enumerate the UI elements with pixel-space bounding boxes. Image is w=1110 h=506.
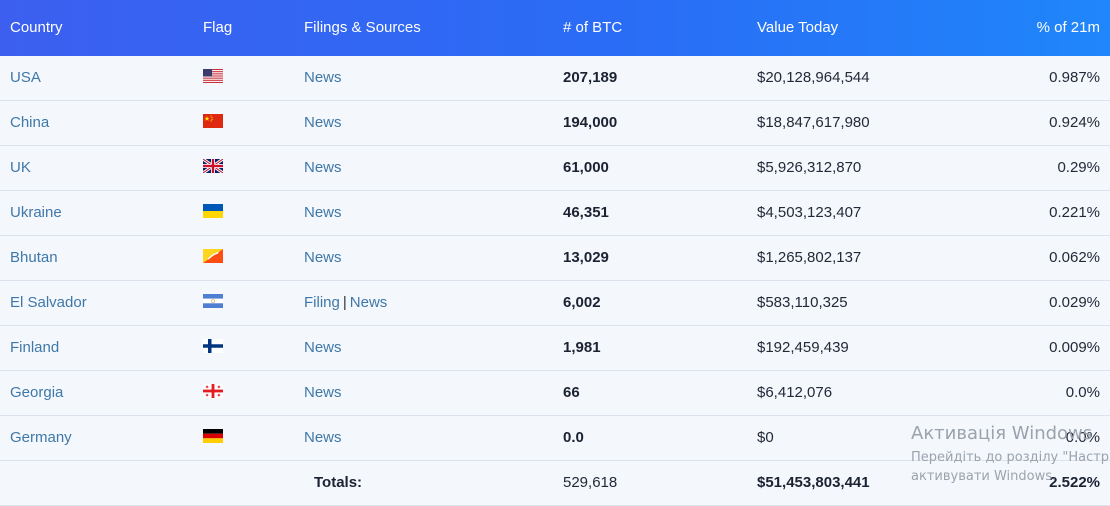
country-link[interactable]: El Salvador	[10, 294, 87, 311]
value-today: $20,128,964,544	[757, 69, 870, 86]
header-filings[interactable]: Filings & Sources	[304, 19, 421, 36]
value-today: $5,926,312,870	[757, 159, 862, 176]
watermark-line-1: Перейдіть до розділу "Настр	[911, 450, 1110, 465]
news-link[interactable]: News	[304, 339, 342, 356]
sources-cell: News	[304, 158, 342, 178]
country-link[interactable]: China	[10, 114, 50, 131]
sources-cell: News	[304, 383, 342, 403]
country-link[interactable]: Finland	[10, 339, 60, 356]
pct-of-21m: 0.009%	[1049, 339, 1100, 356]
country-link[interactable]: Georgia	[10, 384, 64, 401]
china-flag-icon	[203, 113, 223, 133]
pct-of-21m: 0.0%	[1065, 429, 1100, 446]
news-link[interactable]: News	[304, 114, 342, 131]
header-pct[interactable]: % of 21m	[1036, 19, 1100, 36]
total-value: $51,453,803,441	[757, 474, 870, 491]
pct-of-21m: 0.0%	[1065, 384, 1100, 401]
sources-cell: News	[304, 338, 342, 358]
georgia-flag-icon	[203, 383, 223, 403]
header-country[interactable]: Country	[10, 19, 63, 36]
btc-amount: 6,002	[563, 294, 601, 311]
value-today: $1,265,802,137	[757, 249, 862, 266]
country-link[interactable]: Germany	[10, 429, 72, 446]
btc-amount: 61,000	[563, 159, 609, 176]
value-today: $192,459,439	[757, 339, 849, 356]
value-today: $0	[757, 429, 774, 446]
news-link[interactable]: News	[304, 384, 342, 401]
us-flag-icon	[203, 68, 223, 88]
news-link[interactable]: News	[304, 69, 342, 86]
germany-flag-icon	[203, 428, 223, 448]
watermark-line-2: активувати Windows.	[911, 469, 1057, 484]
total-pct: 2.522%	[1049, 474, 1100, 491]
news-link[interactable]: News	[304, 249, 342, 266]
btc-amount: 0.0	[563, 429, 584, 446]
btc-amount: 66	[563, 384, 580, 401]
source-separator: |	[342, 294, 347, 311]
btc-amount: 46,351	[563, 204, 609, 221]
btc-amount: 194,000	[563, 114, 618, 131]
sources-cell: Filing | News	[304, 293, 387, 313]
pct-of-21m: 0.062%	[1049, 249, 1100, 266]
pct-of-21m: 0.924%	[1049, 114, 1100, 131]
pct-of-21m: 0.029%	[1049, 294, 1100, 311]
news-link[interactable]: News	[349, 294, 388, 311]
table-row: USA News 207,189 $20,128,964,544 0.987%	[0, 56, 1110, 101]
sources-cell: News	[304, 428, 342, 448]
uk-flag-icon	[203, 158, 223, 178]
country-link[interactable]: UK	[10, 159, 31, 176]
table-row: UK News 61,000 $5,926,312,870 0.29%	[0, 146, 1110, 191]
header-value[interactable]: Value Today	[757, 19, 839, 36]
country-link[interactable]: USA	[10, 69, 41, 86]
sources-cell: News	[304, 113, 342, 133]
watermark-title: Активація Windows	[911, 423, 1093, 444]
el-salvador-flag-icon	[203, 293, 223, 313]
table-row: Georgia News 66 $6,412,076 0.0%	[0, 371, 1110, 416]
header-btc[interactable]: # of BTC	[563, 19, 623, 36]
value-today: $18,847,617,980	[757, 114, 870, 131]
value-today: $4,503,123,407	[757, 204, 862, 221]
finland-flag-icon	[203, 338, 223, 358]
btc-amount: 13,029	[563, 249, 609, 266]
table-header: Country Flag Filings & Sources # of BTC …	[0, 0, 1110, 56]
filing-link[interactable]: Filing	[304, 294, 340, 311]
bhutan-flag-icon	[203, 248, 223, 268]
pct-of-21m: 0.29%	[1057, 159, 1100, 176]
value-today: $6,412,076	[757, 384, 833, 401]
btc-amount: 207,189	[563, 69, 618, 86]
table-row: Germany News 0.0 $0 0.0%	[0, 416, 1110, 461]
totals-label: Totals:	[314, 474, 363, 491]
table-row: El Salvador Filing | News 6,002 $583,110,3…	[0, 281, 1110, 326]
country-link[interactable]: Ukraine	[10, 204, 62, 221]
pct-of-21m: 0.221%	[1049, 204, 1100, 221]
table-row: Bhutan News 13,029 $1,265,802,137 0.062%	[0, 236, 1110, 281]
windows-activation-watermark: Активація Windows Перейдіть до розділу "…	[911, 423, 1109, 486]
news-link[interactable]: News	[304, 429, 342, 446]
sources-cell: News	[304, 68, 342, 88]
country-link[interactable]: Bhutan	[10, 249, 58, 266]
header-flag[interactable]: Flag	[203, 19, 233, 36]
btc-amount: 1,981	[563, 339, 601, 356]
news-link[interactable]: News	[304, 204, 342, 221]
total-btc: 529,618	[563, 474, 618, 491]
table-row: Ukraine News 46,351 $4,503,123,407 0.221…	[0, 191, 1110, 236]
sources-cell: News	[304, 248, 342, 268]
table-row: Finland News 1,981 $192,459,439 0.009%	[0, 326, 1110, 371]
sources-cell: News	[304, 203, 342, 223]
table-row: China News 194,000 $18,847,617,980 0.924…	[0, 101, 1110, 146]
value-today: $583,110,325	[757, 294, 848, 311]
ukraine-flag-icon	[203, 203, 223, 223]
news-link[interactable]: News	[304, 159, 342, 176]
pct-of-21m: 0.987%	[1049, 69, 1100, 86]
